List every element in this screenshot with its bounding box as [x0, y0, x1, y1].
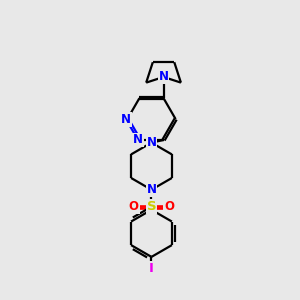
- Text: I: I: [149, 262, 154, 275]
- Text: N: N: [158, 70, 169, 83]
- Text: N: N: [121, 112, 131, 126]
- Text: N: N: [146, 136, 157, 149]
- Text: N: N: [133, 134, 143, 146]
- Text: S: S: [147, 200, 156, 213]
- Text: O: O: [129, 200, 139, 213]
- Text: O: O: [164, 200, 174, 213]
- Text: N: N: [146, 183, 157, 196]
